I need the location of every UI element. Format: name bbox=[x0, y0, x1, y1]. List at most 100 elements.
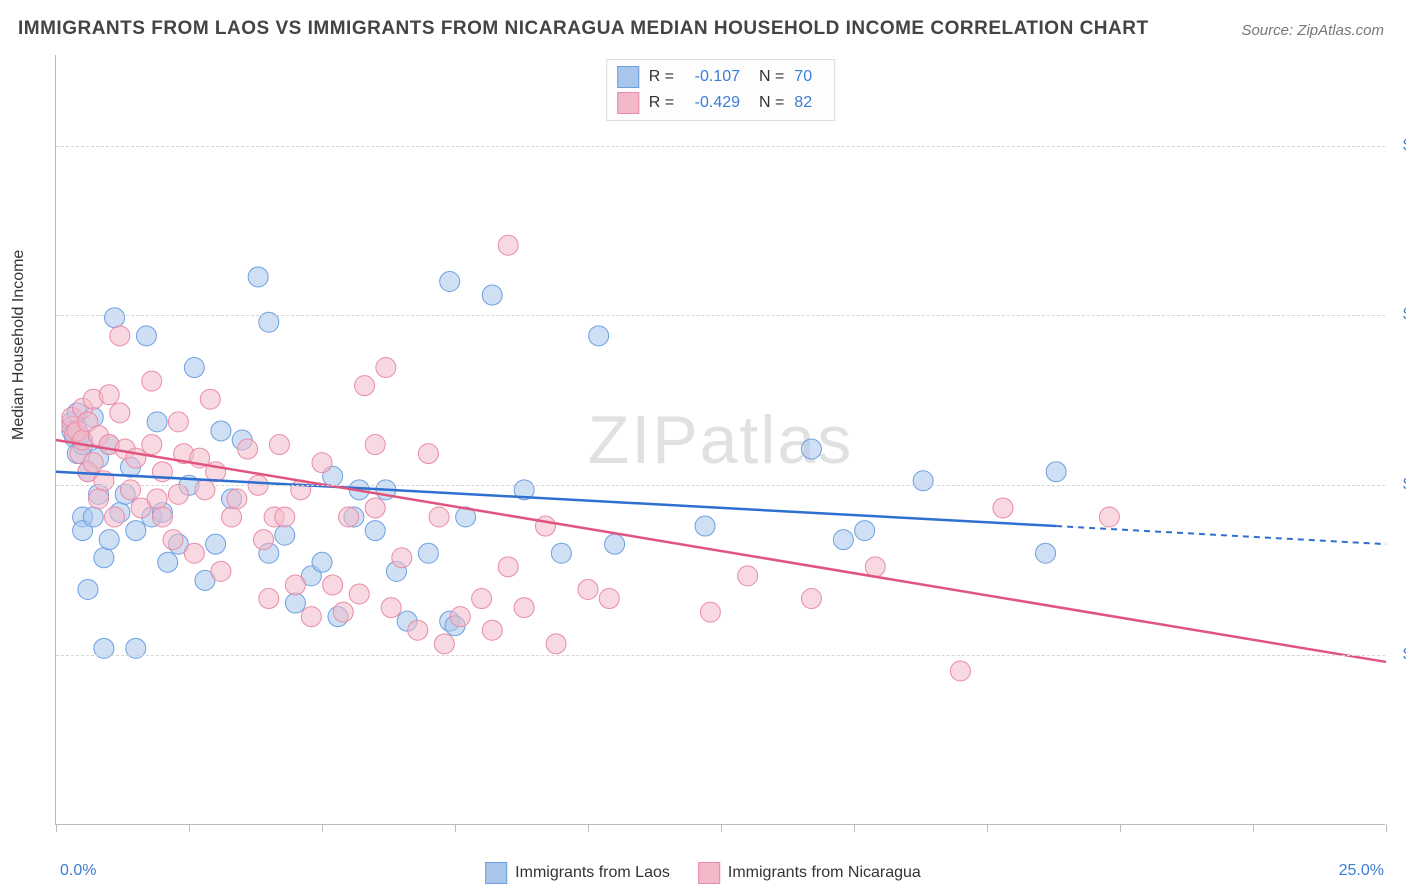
data-point bbox=[83, 453, 103, 473]
data-point bbox=[142, 435, 162, 455]
data-point bbox=[275, 507, 295, 527]
data-point bbox=[408, 620, 428, 640]
data-point bbox=[269, 435, 289, 455]
plot-area: ZIPatlas R = -0.107 N = 70 R = -0.429 N … bbox=[55, 55, 1385, 825]
y-tick-label: $112,500 bbox=[1391, 306, 1406, 324]
data-point bbox=[126, 521, 146, 541]
data-point bbox=[498, 235, 518, 255]
gridline bbox=[56, 315, 1385, 316]
data-point bbox=[589, 326, 609, 346]
data-point bbox=[855, 521, 875, 541]
x-tick-mark bbox=[455, 824, 456, 832]
x-axis-max-label: 25.0% bbox=[1339, 862, 1384, 880]
trend-line-extrapolated bbox=[1056, 526, 1386, 544]
data-point bbox=[195, 480, 215, 500]
data-point bbox=[546, 634, 566, 654]
data-point bbox=[222, 507, 242, 527]
y-tick-label: $150,000 bbox=[1391, 137, 1406, 155]
x-tick-mark bbox=[1120, 824, 1121, 832]
data-point bbox=[993, 498, 1013, 518]
legend-label-laos: Immigrants from Laos bbox=[515, 864, 670, 882]
data-point bbox=[498, 557, 518, 577]
gridline bbox=[56, 655, 1385, 656]
data-point bbox=[110, 403, 130, 423]
data-point bbox=[578, 579, 598, 599]
data-point bbox=[184, 543, 204, 563]
x-tick-mark bbox=[987, 824, 988, 832]
data-point bbox=[365, 498, 385, 518]
series-legend: Immigrants from Laos Immigrants from Nic… bbox=[485, 862, 921, 884]
data-point bbox=[147, 489, 167, 509]
y-axis-label: Median Household Income bbox=[10, 250, 28, 440]
data-point bbox=[120, 480, 140, 500]
data-point bbox=[376, 358, 396, 378]
data-point bbox=[259, 589, 279, 609]
data-point bbox=[99, 385, 119, 405]
data-point bbox=[285, 593, 305, 613]
data-point bbox=[83, 507, 103, 527]
data-point bbox=[323, 575, 343, 595]
data-point bbox=[365, 435, 385, 455]
data-point bbox=[211, 421, 231, 441]
data-point bbox=[248, 267, 268, 287]
x-tick-mark bbox=[1253, 824, 1254, 832]
data-point bbox=[472, 589, 492, 609]
data-point bbox=[206, 534, 226, 554]
swatch-nicaragua-icon bbox=[698, 862, 720, 884]
data-point bbox=[312, 453, 332, 473]
data-point bbox=[482, 620, 502, 640]
data-point bbox=[440, 271, 460, 291]
data-point bbox=[142, 371, 162, 391]
data-point bbox=[535, 516, 555, 536]
x-tick-mark bbox=[721, 824, 722, 832]
data-point bbox=[738, 566, 758, 586]
source-attribution: Source: ZipAtlas.com bbox=[1241, 22, 1384, 39]
legend-label-nicaragua: Immigrants from Nicaragua bbox=[728, 864, 921, 882]
data-point bbox=[105, 308, 125, 328]
x-tick-mark bbox=[1386, 824, 1387, 832]
data-point bbox=[312, 552, 332, 572]
data-point bbox=[275, 525, 295, 545]
data-point bbox=[110, 326, 130, 346]
data-point bbox=[147, 412, 167, 432]
data-point bbox=[450, 607, 470, 627]
data-point bbox=[333, 602, 353, 622]
data-point bbox=[1099, 507, 1119, 527]
data-point bbox=[605, 534, 625, 554]
data-point bbox=[1046, 462, 1066, 482]
legend-item-laos: Immigrants from Laos bbox=[485, 862, 670, 884]
data-point bbox=[482, 285, 502, 305]
y-tick-label: $75,000 bbox=[1391, 476, 1406, 494]
data-point bbox=[339, 507, 359, 527]
data-point bbox=[285, 575, 305, 595]
data-point bbox=[551, 543, 571, 563]
data-point bbox=[392, 548, 412, 568]
data-point bbox=[152, 507, 172, 527]
data-point bbox=[514, 598, 534, 618]
data-point bbox=[349, 584, 369, 604]
data-point bbox=[365, 521, 385, 541]
data-point bbox=[136, 326, 156, 346]
trend-line bbox=[56, 440, 1386, 662]
data-point bbox=[200, 389, 220, 409]
data-point bbox=[950, 661, 970, 681]
data-point bbox=[253, 530, 273, 550]
data-point bbox=[238, 439, 258, 459]
data-point bbox=[865, 557, 885, 577]
data-point bbox=[1036, 543, 1056, 563]
data-point bbox=[833, 530, 853, 550]
gridline bbox=[56, 146, 1385, 147]
chart-svg bbox=[56, 55, 1385, 824]
x-tick-mark bbox=[854, 824, 855, 832]
data-point bbox=[801, 589, 821, 609]
data-point bbox=[89, 489, 109, 509]
data-point bbox=[168, 412, 188, 432]
data-point bbox=[163, 530, 183, 550]
data-point bbox=[381, 598, 401, 618]
data-point bbox=[695, 516, 715, 536]
chart-title: IMMIGRANTS FROM LAOS VS IMMIGRANTS FROM … bbox=[18, 18, 1149, 40]
data-point bbox=[801, 439, 821, 459]
x-tick-mark bbox=[189, 824, 190, 832]
x-tick-mark bbox=[588, 824, 589, 832]
y-tick-label: $37,500 bbox=[1391, 646, 1406, 664]
